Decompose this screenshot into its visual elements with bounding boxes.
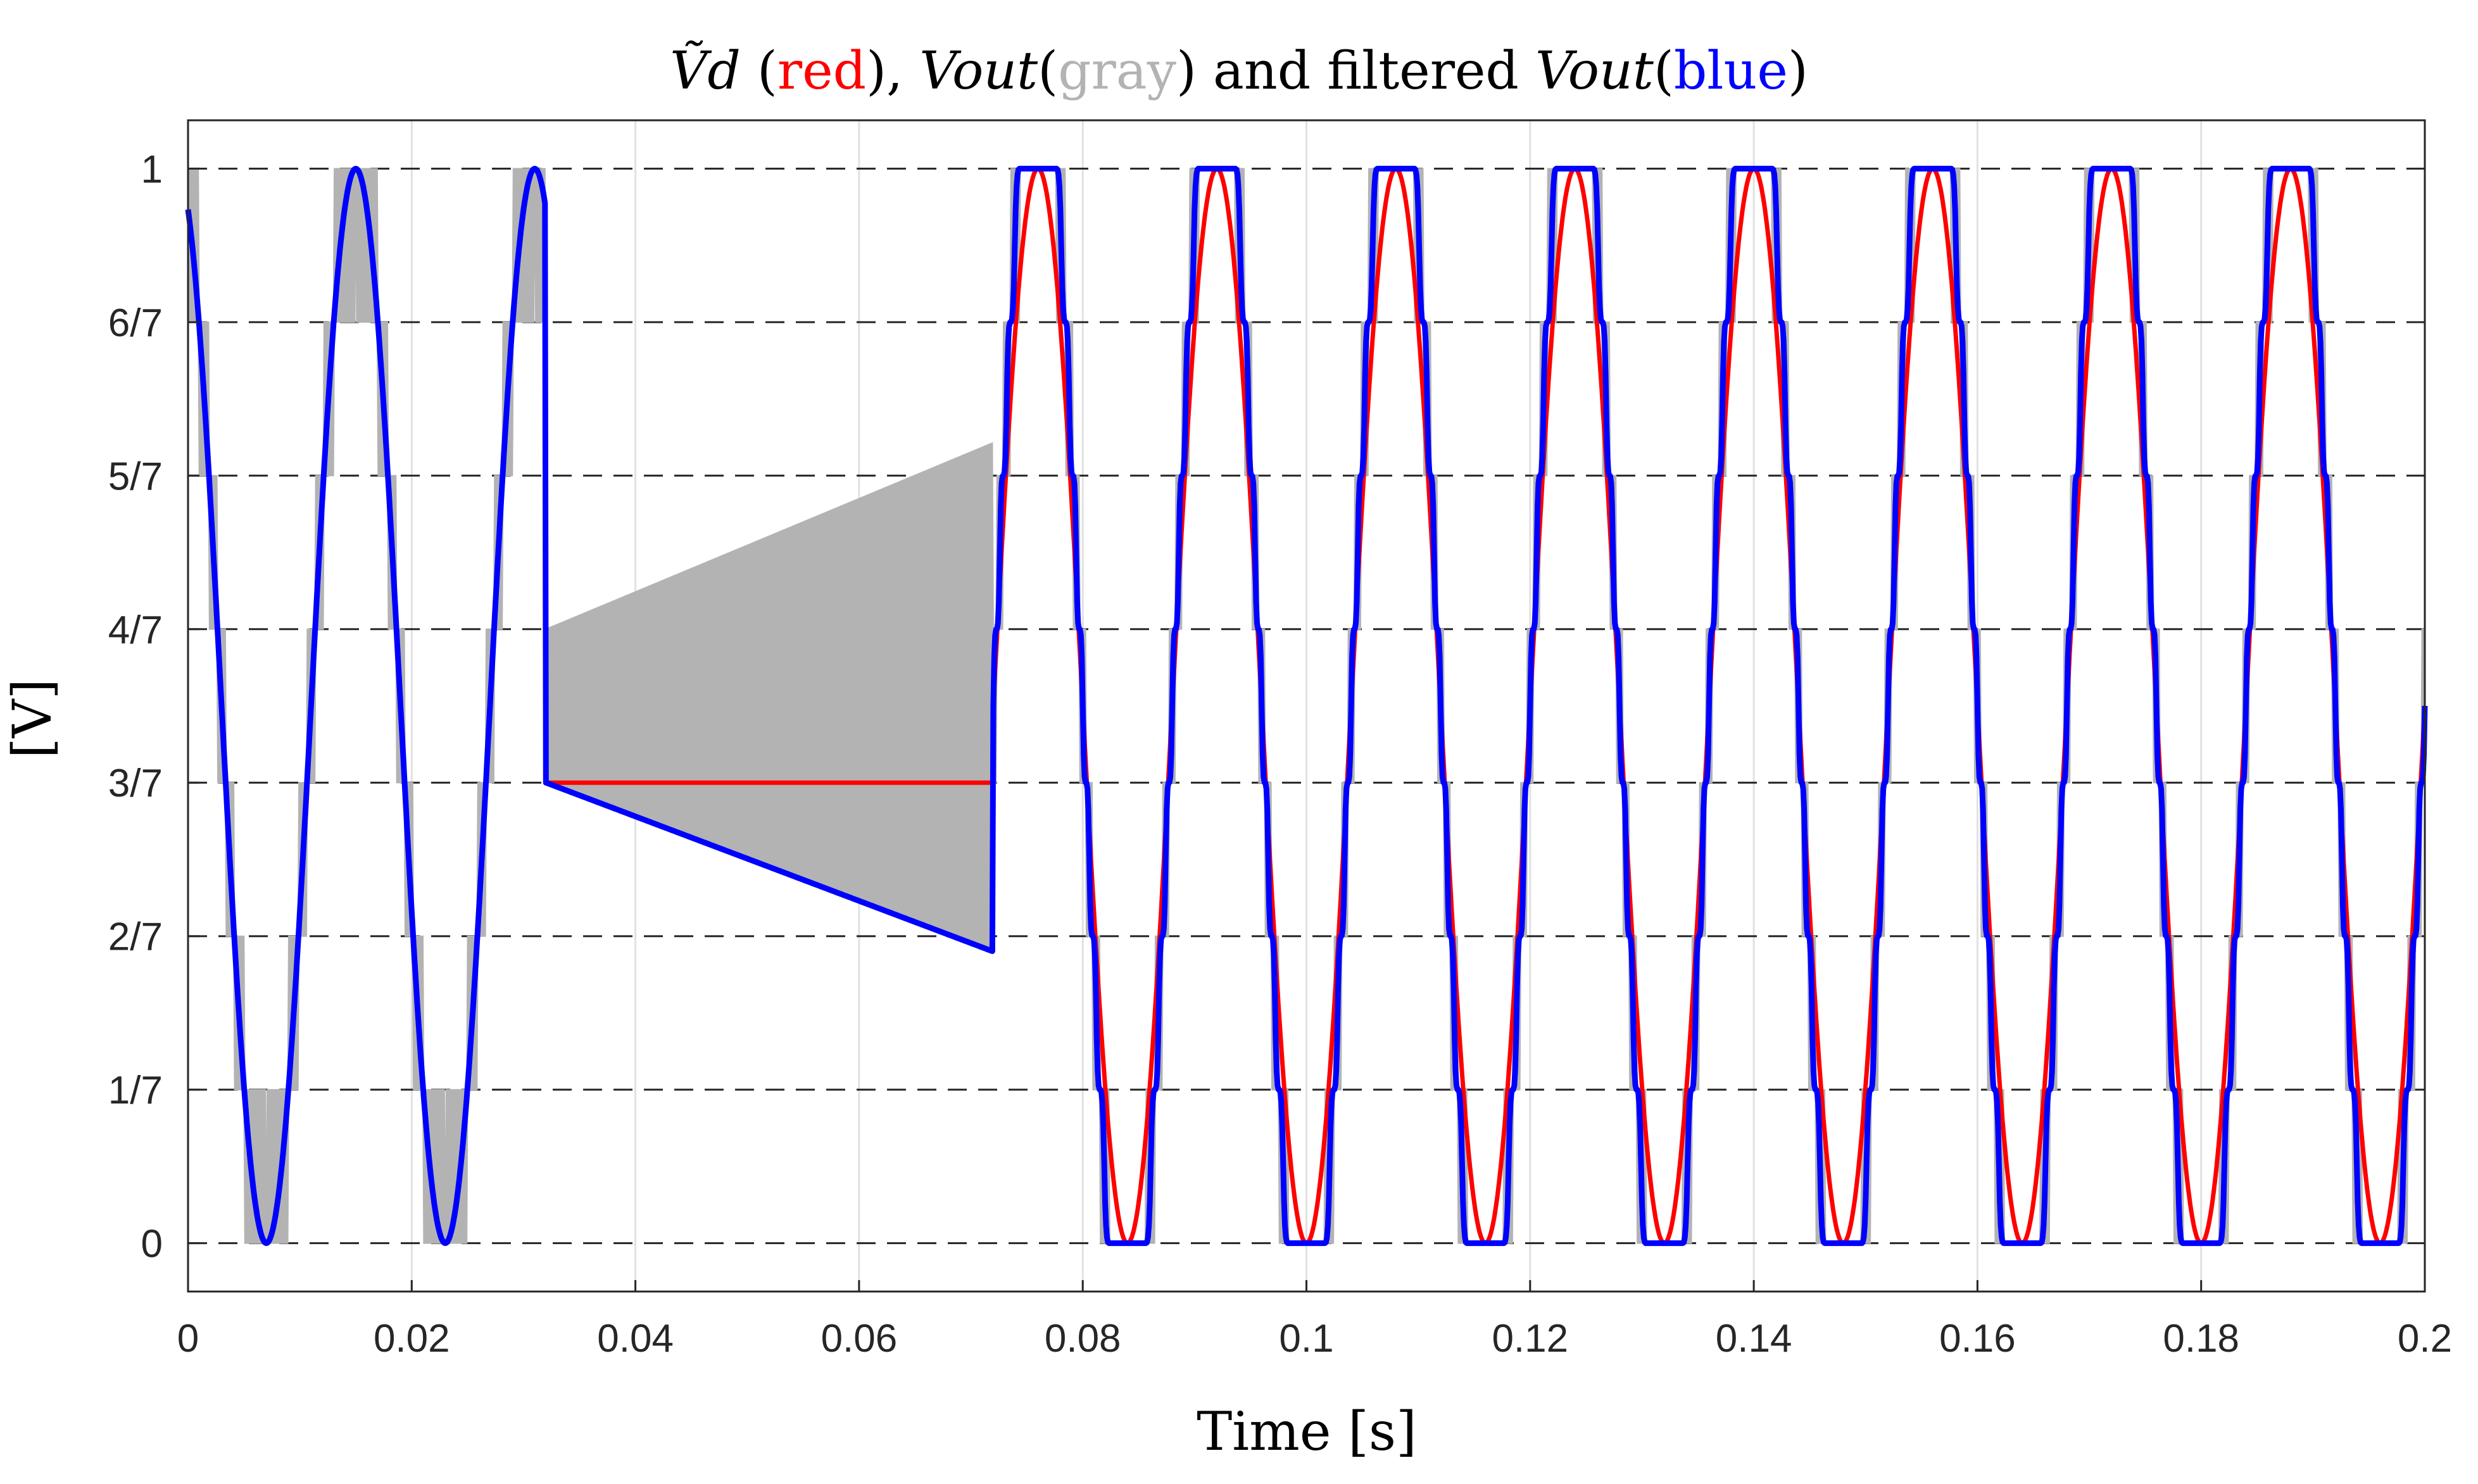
x-tick-label: 0.14 [1716,1317,1792,1361]
x-tick-label: 0.16 [1939,1317,2016,1361]
title-part: Vout [919,41,1038,101]
series-filtered-blue [185,165,2428,1247]
y-axis-label: [V] [1,679,63,758]
y-tick-label: 6/7 [108,301,163,345]
title-part: ) [1788,41,1808,101]
y-tick-label: 1 [141,148,163,191]
y-tick-label: 3/7 [108,762,163,805]
x-tick-label: 0.06 [821,1317,898,1361]
x-tick-label: 0.08 [1045,1317,1121,1361]
series-layer [185,165,2428,1247]
y-tick-label: 1/7 [108,1069,163,1112]
x-tick-label: 0.12 [1492,1317,1568,1361]
x-tick-label: 0.2 [2398,1317,2452,1361]
title-part: Ṽd [670,41,741,101]
title-part: red [777,41,866,101]
title-part: ) and filtered [1176,41,1535,101]
x-axis: 0 0.02 0.04 0.06 0.08 0.1 0.12 0.14 0.16 0.18 0.2 [177,1280,2452,1361]
x-axis-label: Time [s] [1197,1400,1417,1462]
y-tick-label: 5/7 [108,455,163,498]
chart-title: Ṽd (red), Vout(gray) and filtered Vout(b… [670,41,1808,101]
y-axis: 0 1/7 2/7 3/7 4/7 5/7 6/7 1 [108,148,199,1266]
title-part: Vout [1535,41,1654,101]
y-tick-label: 4/7 [108,608,163,652]
y-tick-label: 0 [141,1223,163,1266]
x-tick-label: 0.04 [597,1317,674,1361]
title-part: ( [1654,41,1674,101]
title-part: ( [741,41,777,101]
x-tick-label: 0 [177,1317,199,1361]
x-tick-label: 0.1 [1279,1317,1333,1361]
y-tick-label: 2/7 [108,915,163,959]
title-part: blue [1674,41,1788,101]
x-tick-label: 0.02 [374,1317,450,1361]
title-part: ( [1038,41,1058,101]
title-part: ), [866,41,919,101]
x-tick-label: 0.18 [2163,1317,2239,1361]
title-part: gray [1058,41,1177,101]
